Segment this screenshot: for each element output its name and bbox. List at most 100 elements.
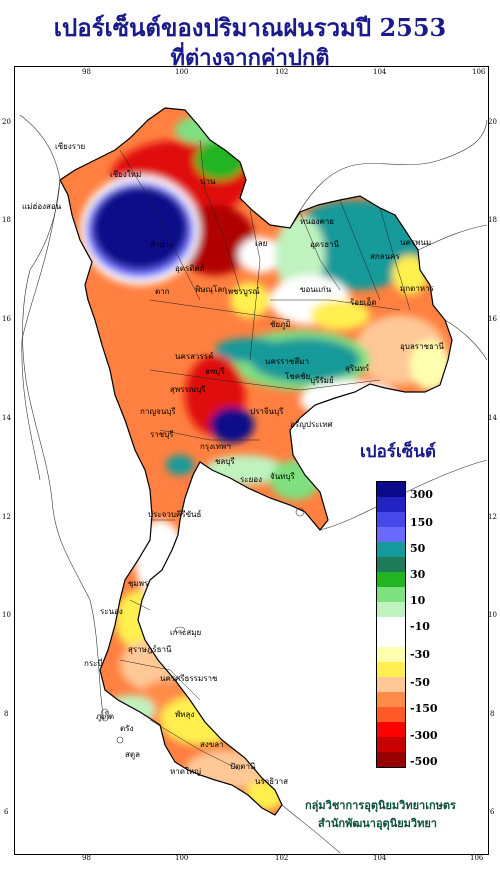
legend-bin-1 (377, 497, 405, 512)
legend-bin-4 (377, 542, 405, 557)
lon-tick-top-100: 100 (175, 68, 189, 76)
lon-tick-bottom-106: 106 (470, 854, 484, 862)
legend-bin-9 (377, 617, 405, 632)
place-label: ลพบุรี (205, 367, 225, 376)
place-label: นราธิวาส (255, 777, 289, 786)
place-label: ลำปาง (150, 240, 173, 249)
credit-line1: กลุ่มวิชาการอุตุนิยมวิทยาเกษตร (305, 799, 456, 812)
lat-tick-left-20: 20 (2, 118, 11, 126)
legend-bin-17 (377, 737, 405, 752)
place-label: ระนอง (100, 607, 123, 616)
legend-label: -150 (410, 702, 438, 715)
lat-tick-right-6: 6 (490, 808, 495, 816)
place-label: อรัญประเทศ (290, 420, 333, 429)
legend-bin-8 (377, 602, 405, 617)
legend-bin-13 (377, 677, 405, 692)
legend-label: -30 (410, 648, 430, 661)
lat-tick-left-10: 10 (2, 611, 11, 619)
place-label: อุดรธานี (310, 240, 340, 249)
place-label: โชคชัย (285, 372, 311, 381)
lon-tick-top-106: 106 (472, 68, 486, 76)
place-label: จันทบุรี (270, 472, 295, 481)
map-title-line1: เปอร์เซ็นต์ของปริมาณฝนรวมปี 2553 (53, 13, 447, 42)
lat-tick-left-18: 18 (2, 216, 11, 224)
place-label: สงขลา (200, 740, 224, 749)
legend-bin-6 (377, 572, 405, 587)
legend-bin-2 (377, 512, 405, 527)
place-label: ชัยภูมิ (270, 320, 291, 329)
legend-bin-15 (377, 707, 405, 722)
legend-bin-14 (377, 692, 405, 707)
place-label: ปัตตานี (230, 762, 256, 771)
lon-tick-bottom-100: 100 (175, 854, 189, 862)
lon-tick-top-104: 104 (373, 68, 387, 76)
legend-label: -10 (410, 620, 430, 633)
place-label: ชุมพร (128, 579, 149, 588)
legend-bin-18 (377, 752, 405, 767)
place-label: ราชบุรี (150, 430, 174, 439)
lon-tick-bottom-104: 104 (373, 854, 387, 862)
place-label: ประจวบคีรีขันธ์ (148, 510, 202, 519)
legend-bin-0 (377, 482, 405, 497)
place-label: กระบี่ (84, 659, 103, 668)
place-label: สุพรรณบุรี (170, 385, 206, 394)
place-label: สุราษฎร์ธานี (128, 645, 172, 654)
coast-islands (100, 507, 305, 744)
place-label: นครพนม (400, 238, 432, 247)
lat-tick-right-8: 8 (490, 710, 495, 718)
lon-tick-top-98: 98 (82, 68, 91, 76)
lat-tick-right-20: 20 (488, 118, 497, 126)
place-label: บุรีรัมย์ (310, 376, 334, 385)
legend-bin-10 (377, 632, 405, 647)
lat-tick-right-16: 16 (488, 315, 497, 323)
place-label: เลย (255, 239, 268, 248)
place-label: เกาะสมุย (170, 628, 202, 637)
legend-bin-16 (377, 722, 405, 737)
thailand-outline (59, 107, 453, 816)
legend-label: -500 (410, 755, 438, 768)
place-label: สตูล (125, 750, 140, 759)
place-label: อุบลราชธานี (400, 342, 444, 351)
legend-bin-12 (377, 662, 405, 677)
legend-bin-11 (377, 647, 405, 662)
lat-tick-left-16: 16 (2, 315, 11, 323)
place-label: แม่ฮ่องสอน (22, 202, 62, 211)
place-label: ตรัง (120, 724, 134, 733)
place-label: เชียงใหม่ (110, 170, 142, 179)
place-label: พิษณุโลก (195, 285, 228, 294)
place-label: กาญจนบุรี (140, 407, 176, 416)
legend-bin-7 (377, 587, 405, 602)
place-label: นครสวรรค์ (175, 352, 214, 361)
place-label: หนองคาย (300, 217, 334, 226)
place-label: ปราจีนบุรี (250, 407, 284, 416)
legend-bin-5 (377, 557, 405, 572)
place-label: เพชรบูรณ์ (225, 287, 260, 296)
province-boundaries (119, 139, 411, 771)
lat-tick-right-14: 14 (488, 414, 497, 422)
place-label: มุกดาหาร (400, 284, 434, 293)
legend-color-scale (376, 481, 406, 768)
legend-label: 50 (410, 542, 426, 555)
place-label: น่าน (200, 177, 216, 186)
legend-title: เปอร์เซ็นต์ (360, 442, 436, 462)
place-label: นครราชสีมา (265, 357, 309, 366)
lat-tick-right-10: 10 (488, 611, 497, 619)
legend-bin-3 (377, 527, 405, 542)
place-label: ขอนแก่น (300, 285, 332, 294)
lat-tick-left-6: 6 (4, 808, 9, 816)
legend-label: 10 (410, 594, 426, 607)
place-label: ตาก (155, 287, 170, 296)
lon-tick-bottom-98: 98 (82, 854, 91, 862)
lat-tick-left-14: 14 (2, 414, 11, 422)
lon-tick-top-102: 102 (275, 68, 289, 76)
place-label: ร้อยเอ็ด (350, 298, 377, 307)
place-label: สกลนคร (370, 252, 400, 261)
legend-label: -300 (410, 729, 438, 742)
place-label: อุตรดิตถ์ (175, 264, 205, 273)
place-label: ภูเก็ต (96, 712, 115, 721)
credit-line2: สำนักพัฒนาอุตุนิยมวิทยา (318, 817, 437, 830)
lat-tick-left-8: 8 (4, 710, 9, 718)
lat-tick-right-12: 12 (488, 513, 497, 521)
lat-tick-right-18: 18 (488, 216, 497, 224)
place-label: ชลบุรี (215, 457, 235, 466)
